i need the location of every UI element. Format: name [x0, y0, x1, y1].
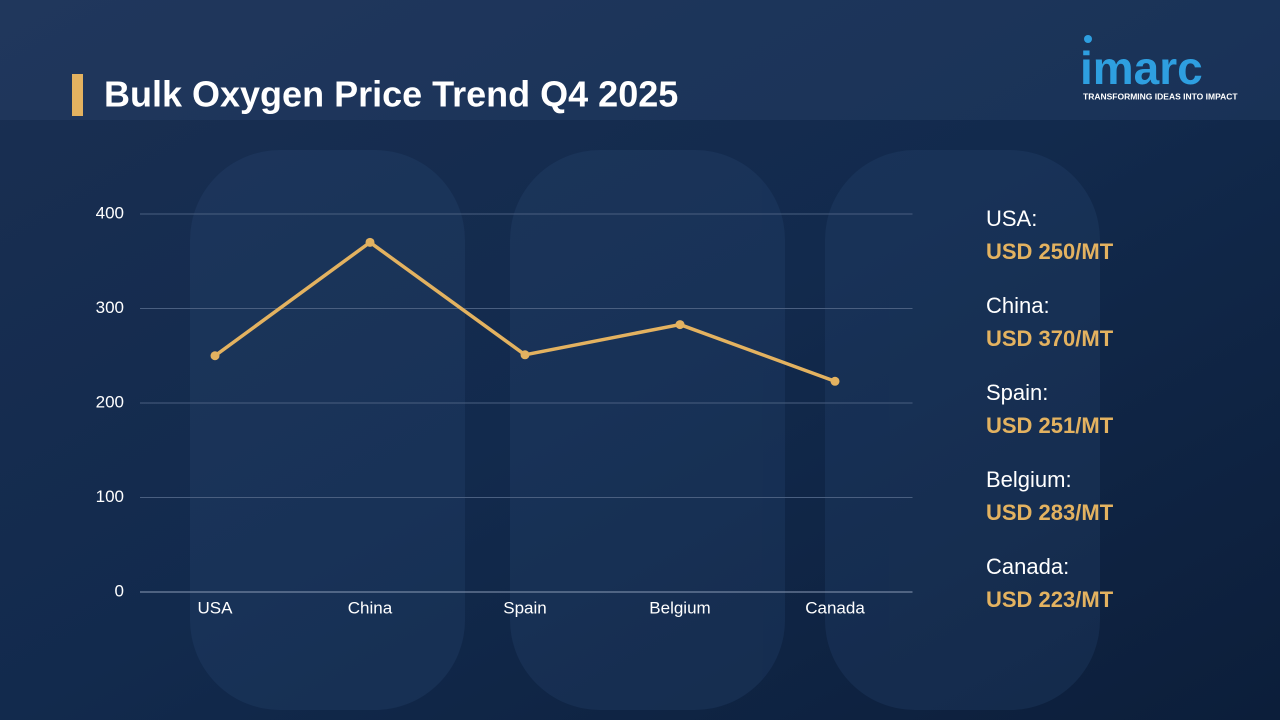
side-country-label: Canada: [986, 554, 1069, 579]
chart-title: Bulk Oxygen Price Trend Q4 2025 [104, 74, 678, 115]
side-value-label: USD 251/MT [986, 413, 1114, 438]
y-tick-label: 400 [96, 203, 124, 222]
title-accent [72, 74, 83, 116]
data-point [830, 376, 840, 386]
side-value-label: USD 283/MT [986, 500, 1114, 525]
y-tick-label: 300 [96, 298, 124, 317]
x-tick-label: China [348, 598, 393, 617]
side-value-label: USD 370/MT [986, 326, 1114, 351]
data-point [210, 351, 220, 361]
side-country-label: USA: [986, 206, 1037, 231]
y-tick-label: 100 [96, 487, 124, 506]
side-value-label: USD 223/MT [986, 587, 1114, 612]
side-country-label: Spain: [986, 380, 1048, 405]
logo-dot [1084, 35, 1092, 43]
data-point [520, 350, 530, 360]
x-tick-label: Spain [503, 598, 546, 617]
data-point [675, 320, 685, 330]
data-point [365, 237, 375, 247]
x-tick-label: Canada [805, 598, 865, 617]
side-country-label: Belgium: [986, 467, 1072, 492]
y-tick-label: 200 [96, 392, 124, 411]
x-tick-label: USA [198, 598, 234, 617]
side-value-label: USD 250/MT [986, 239, 1114, 264]
logo-tagline: TRANSFORMING IDEAS INTO IMPACT [1083, 91, 1238, 101]
y-tick-label: 0 [115, 581, 124, 600]
x-tick-label: Belgium [649, 598, 710, 617]
logo-name: imarc [1080, 42, 1203, 94]
side-country-label: China: [986, 293, 1050, 318]
